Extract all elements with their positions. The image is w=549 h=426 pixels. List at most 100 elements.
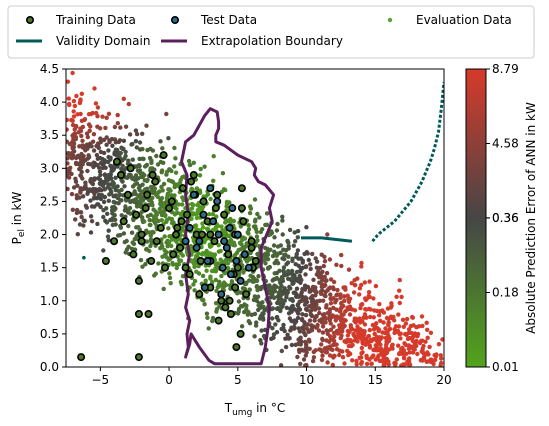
evaluation-point [244,241,249,246]
evaluation-point [148,238,154,243]
evaluation-point [79,91,85,97]
legend-item: Evaluation Data [387,13,512,27]
evaluation-point [320,278,325,283]
evaluation-point [390,346,395,351]
x-tick-label: 10 [299,373,314,387]
evaluation-point [401,355,407,360]
training-point [206,230,215,239]
evaluation-point [407,356,412,361]
evaluation-point [294,269,300,275]
evaluation-point [245,312,250,317]
training-point [187,177,196,186]
evaluation-point [136,225,141,230]
evaluation-point [359,361,364,366]
evaluation-point [163,252,168,257]
evaluation-point [294,286,300,291]
evaluation-point [86,155,92,160]
test-point [228,204,237,213]
training-point [156,223,165,232]
evaluation-point [140,264,145,269]
evaluation-point [371,353,376,358]
evaluation-point [322,274,327,279]
evaluation-point [300,312,305,317]
evaluation-point [270,306,276,311]
evaluation-point [367,327,372,333]
evaluation-point [178,279,184,285]
evaluation-point [325,360,330,365]
evaluation-point [366,334,371,339]
evaluation-point [142,172,147,178]
training-point [237,184,246,193]
training-point [132,210,141,219]
evaluation-point [121,138,127,143]
evaluation-point [323,293,328,299]
evaluation-point [298,361,303,367]
evaluation-point [162,234,167,239]
evaluation-point [180,274,186,279]
training-point [129,250,138,259]
evaluation-point [394,357,399,362]
colorbar-tick-label: 0.01 [492,360,519,374]
colorbar-tick-label: 4.58 [492,137,519,151]
evaluation-point [126,223,131,229]
evaluation-point [100,114,105,119]
evaluation-point [213,277,218,283]
evaluation-point [377,342,382,347]
evaluation-point [272,260,277,266]
evaluation-point [367,279,372,284]
evaluation-point [134,201,139,206]
evaluation-point [202,164,207,169]
x-tick-label: 20 [436,373,451,387]
plot-frame [65,68,445,368]
evaluation-point [112,213,117,218]
legend-marker [171,15,180,24]
training-point [199,197,208,206]
evaluation-point [427,344,432,350]
evaluation-point [392,330,397,336]
evaluation-point [366,290,372,295]
evaluation-point [299,277,304,283]
evaluation-point [180,253,185,258]
training-point [185,270,194,279]
evaluation-point [300,294,305,299]
evaluation-point [66,127,69,132]
evaluation-point [270,316,275,321]
evaluation-point [75,112,80,117]
evaluation-point [105,211,110,216]
evaluation-point [368,307,373,312]
evaluation-point [320,312,326,317]
evaluation-point [214,309,219,314]
evaluation-point [119,187,124,193]
evaluation-point [362,280,367,285]
evaluation-point [84,131,90,136]
evaluation-point [283,336,288,341]
evaluation-point [316,306,322,311]
training-point [141,204,150,213]
evaluation-point [331,279,337,285]
evaluation-point [317,280,322,285]
evaluation-point [298,266,304,271]
evaluation-point [210,280,215,285]
evaluation-point [419,338,424,344]
evaluation-point [73,135,79,140]
evaluation-point [290,325,296,331]
evaluation-point [402,362,407,367]
evaluation-point [364,307,369,312]
test-point [218,263,227,272]
evaluation-point [152,186,158,191]
evaluation-point [147,230,152,235]
evaluation-point [165,244,170,249]
evaluation-point [339,252,344,258]
evaluation-point [366,293,371,299]
evaluation-point [125,175,130,180]
evaluation-point [77,100,83,106]
training-point [220,210,229,219]
evaluation-point [334,342,339,347]
evaluation-point [83,183,88,188]
training-point [224,250,233,259]
evaluation-point [259,328,264,333]
evaluation-point [88,214,94,219]
evaluation-point [78,128,84,134]
evaluation-point [268,295,273,300]
evaluation-point [88,230,94,235]
